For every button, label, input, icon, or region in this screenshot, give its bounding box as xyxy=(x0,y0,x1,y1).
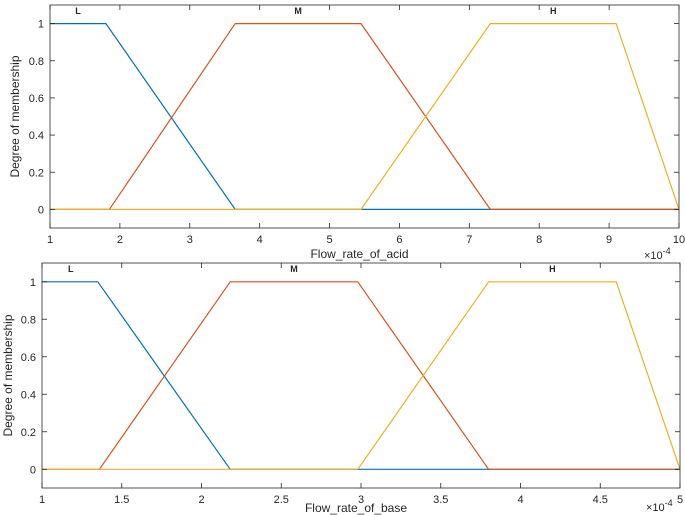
chart1: 1 2 3 4 5 6 7 8 9 10 0 0.2 0.4 0.6 0.8 1 L M H Flow_rate_of… xyxy=(8,4,685,262)
chart2-y-tick-label: 0 xyxy=(30,464,36,476)
chart1-y-tick-label: 0 xyxy=(38,204,44,216)
chart2-axes-box xyxy=(41,262,681,489)
chart2-x-tick-label: 3 xyxy=(358,494,364,506)
chart1-x-exponent-label: ×10-4 xyxy=(644,246,671,262)
chart1-x-tick-label: 2 xyxy=(117,234,123,246)
chart2-x-tick-label: 3.5 xyxy=(433,494,448,506)
chart2: 1 1.5 2 2.5 3 3.5 4 4.5 5 0 0.2 0.4 0.6 0.8 1 L M H Flow_r… xyxy=(1,262,683,515)
chart2-y-tick-label: 0.6 xyxy=(21,352,36,364)
chart2-x-axis-label: Flow_rate_of_base xyxy=(305,501,407,515)
chart2-series-line-m xyxy=(42,281,680,470)
chart1-x-tick-label: 9 xyxy=(606,234,612,246)
chart1-x-tick-label: 3 xyxy=(187,234,193,246)
chart1-y-tick-label: 0.8 xyxy=(29,56,44,68)
chart1-mf-label-l: L xyxy=(75,6,81,16)
chart1-series-line-h xyxy=(50,23,680,210)
chart2-mf-label-h: H xyxy=(549,264,556,274)
chart1-x-tick-label: 5 xyxy=(326,234,332,246)
chart1-x-tick-label: 7 xyxy=(466,234,472,246)
chart2-x-tick-label: 1.5 xyxy=(114,494,129,506)
chart2-x-tick-label: 2 xyxy=(198,494,204,506)
chart1-mf-label-h: H xyxy=(550,6,557,16)
chart2-y-axis-label: Degree of membership xyxy=(1,314,15,436)
chart2-mf-label-m: M xyxy=(290,264,298,274)
chart1-series-line-l xyxy=(50,23,679,210)
chart1-x-tick-label: 4 xyxy=(257,234,263,246)
chart1-y-tick-label: 0.2 xyxy=(29,167,44,179)
chart2-x-tick-label: 2.5 xyxy=(274,494,289,506)
chart2-series-line-l xyxy=(42,281,680,470)
chart1-mf-label-m: M xyxy=(294,6,302,16)
chart1-x-tick-label: 1 xyxy=(47,234,53,246)
chart2-x-tick-label: 4.5 xyxy=(593,494,608,506)
chart2-y-tick-label: 0.4 xyxy=(21,389,36,401)
chart1-axes-box xyxy=(49,4,680,229)
chart1-x-axis-label: Flow_rate_of_acid xyxy=(310,247,408,261)
chart1-x-tick-label: 10 xyxy=(673,234,685,246)
chart1-y-axis-label: Degree of membership xyxy=(8,55,22,177)
chart1-y-tick-label: 1 xyxy=(38,19,44,31)
chart2-x-exponent-label: ×10-4 xyxy=(646,498,673,514)
chart2-y-tick-label: 0.2 xyxy=(21,427,36,439)
chart2-y-tick-label: 0.8 xyxy=(21,314,36,326)
chart2-series-line-h xyxy=(42,281,681,470)
chart1-series-line-m xyxy=(50,23,679,210)
chart2-x-tick-label: 1 xyxy=(39,494,45,506)
chart1-y-tick-label: 0.6 xyxy=(29,93,44,105)
chart1-y-tick-label: 0.4 xyxy=(29,130,44,142)
chart2-mf-label-l: L xyxy=(68,264,74,274)
chart1-x-tick-label: 6 xyxy=(396,234,402,246)
chart2-y-tick-label: 1 xyxy=(30,277,36,289)
chart1-x-tick-label: 8 xyxy=(536,234,542,246)
chart2-x-tick-label: 4 xyxy=(517,494,523,506)
chart2-x-tick-label: 5 xyxy=(677,494,683,506)
